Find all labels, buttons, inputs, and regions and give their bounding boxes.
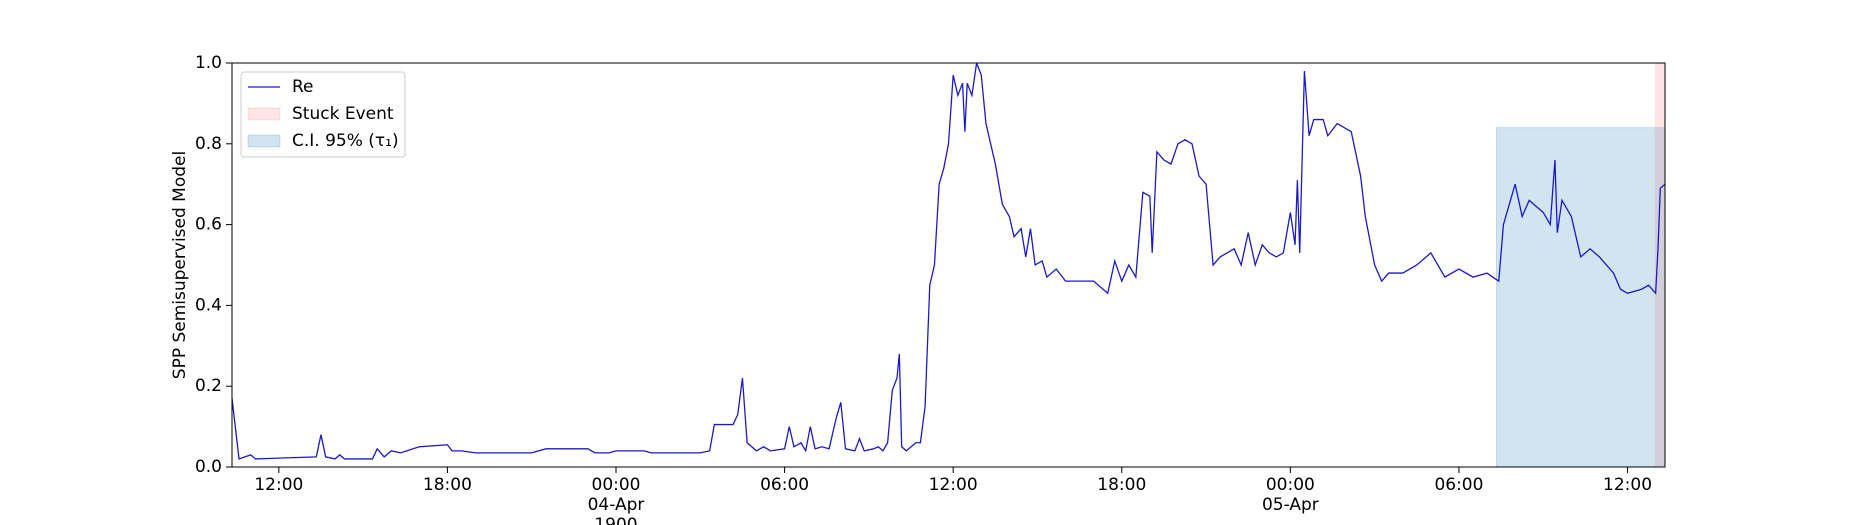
legend-label: Re [292,77,314,97]
x-tick-label: 12:00 [928,475,978,495]
x-tick-label: 12:00 [1603,475,1653,495]
y-tick-label: 1.0 [195,53,222,73]
y-tick-label: 0.6 [195,215,222,235]
legend-label: Stuck Event [292,104,394,124]
x-tick-label: 06:00 [760,475,810,495]
y-tick-label: 0.2 [195,376,222,396]
y-tick-label: 0.8 [195,134,222,154]
legend-label: C.I. 95% (τ₁) [292,131,399,151]
plot-frame [231,62,1666,468]
x-tick-label: 12:00 [254,475,304,495]
legend-swatch [247,107,281,121]
x-tick-label: 06:00 [1434,475,1484,495]
y-tick-label: 0.4 [195,295,222,315]
line [232,63,1665,460]
y-axis-label: SPP Semisupervised Model [170,151,190,379]
legend: Re Stuck Event C.I. 95% (τ₁) [240,71,406,158]
x-tick-label: 18:00 [1097,475,1147,495]
legend-swatch [247,134,281,148]
x-tick-label: 18:00 [422,475,472,495]
y-tick-label: 0.0 [195,457,222,477]
x-tick-label: 00:00 05-Apr [1261,475,1319,515]
region [1654,63,1665,467]
legend-box [240,71,406,158]
x-tick-label: 00:00 04-Apr 1900 [587,475,645,525]
region [1495,127,1665,467]
